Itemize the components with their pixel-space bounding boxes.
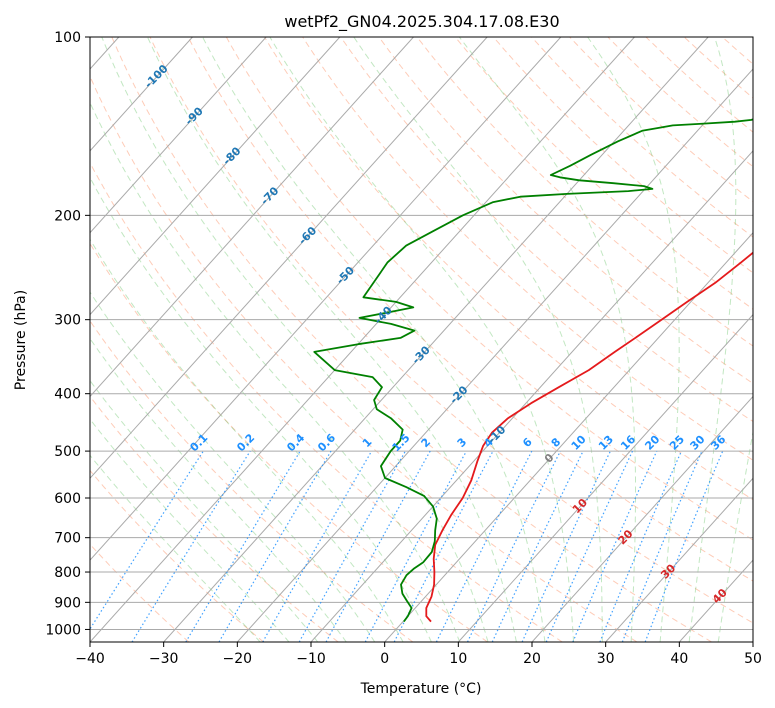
y-tick-label: 100: [54, 30, 81, 46]
mixing-ratio-line: [599, 450, 682, 642]
y-axis-label: Pressure (hPa): [13, 290, 29, 390]
x-tick-label: 40: [670, 651, 688, 667]
y-tick-label: 1000: [45, 622, 81, 638]
mixing-ratio-line: [90, 450, 204, 631]
dry-adiabat: [90, 395, 339, 642]
temperature-profile-line: [425, 251, 753, 623]
moist-adiabat: [90, 291, 376, 642]
dewpoint-profile-line: [313, 118, 753, 623]
isotherm-line: [310, 150, 753, 642]
moist-adiabat: [90, 454, 261, 642]
x-tick-label: −20: [223, 651, 253, 667]
mixing-ratio-line: [325, 450, 431, 642]
y-tick-label: 800: [54, 565, 81, 581]
x-tick-label: 50: [744, 651, 762, 667]
y-tick-label: 400: [54, 387, 81, 403]
dry-adiabat: [90, 320, 414, 642]
y-tick-label: 500: [54, 444, 81, 460]
background-lines: [90, 37, 753, 642]
dry-adiabat: [90, 75, 638, 642]
moist-adiabat: [147, 37, 517, 642]
mixing-ratio-line: [364, 450, 467, 642]
moist-adiabat: [717, 429, 753, 642]
profile-lines: [313, 118, 753, 623]
y-tick-label: 900: [54, 595, 81, 611]
moist-adiabat: [90, 379, 319, 642]
moist-adiabat: [90, 101, 461, 642]
isotherm-line: [90, 37, 488, 480]
isotherm-line: [90, 37, 341, 316]
moist-adiabat: [90, 418, 290, 642]
plot-frame: [89, 36, 754, 643]
dry-adiabat: [378, 37, 753, 384]
x-axis-label: Temperature (°C): [360, 681, 482, 697]
moist-adiabat: [101, 37, 489, 642]
isotherm-line: [90, 37, 635, 642]
y-tick-label: 600: [54, 491, 81, 507]
mixing-ratio-line: [572, 450, 658, 642]
y-tick-label: 200: [54, 208, 81, 224]
dry-adiabat: [90, 242, 488, 642]
moist-adiabat: [269, 37, 575, 642]
x-tick-label: 0: [380, 651, 389, 667]
mixing-ratio-line: [545, 450, 634, 642]
chart-title: wetPf2_GN04.2025.304.17.08.E30: [284, 12, 559, 32]
dry-adiabat: [90, 161, 563, 642]
moist-adiabat: [587, 37, 680, 642]
x-tick-label: 20: [523, 651, 541, 667]
dry-adiabat: [493, 37, 753, 274]
dry-adiabat: [264, 37, 753, 501]
dry-adiabat: [149, 37, 753, 624]
moist-adiabat: [353, 37, 603, 642]
x-axis-ticks: −40 −30 −20 −10 0 10 20 30 40 50: [75, 642, 762, 667]
isotherm-line: [90, 37, 267, 234]
isotherm-line: [457, 313, 753, 642]
moist-adiabat: [202, 37, 546, 642]
isotherm-line: [90, 37, 562, 561]
mixing-ratio-line: [435, 450, 533, 642]
x-tick-label: 10: [449, 651, 467, 667]
dry-adiabat: [340, 37, 753, 423]
isotherm-line: [90, 37, 193, 152]
dry-adiabat: [225, 37, 753, 541]
isotherm-line: [236, 68, 753, 642]
x-tick-label: 30: [597, 651, 615, 667]
isotherm-line: [163, 37, 709, 642]
y-tick-label: 300: [54, 313, 81, 329]
mixing-ratio-line: [131, 450, 251, 642]
dry-adiabat: [187, 37, 753, 582]
x-tick-label: −10: [296, 651, 326, 667]
isotherm-line: [531, 395, 753, 642]
x-tick-label: −40: [75, 651, 105, 667]
moist-adiabat: [458, 37, 636, 642]
x-tick-label: −30: [149, 651, 179, 667]
mixing-ratio-line: [621, 450, 703, 642]
mixing-ratio-line: [298, 450, 406, 642]
moist-adiabat: [90, 238, 404, 642]
y-axis-ticks: 100 200 300 400 500 600 700 800 900 1000: [45, 30, 90, 638]
moist-adiabat: [90, 337, 347, 642]
y-tick-label: 700: [54, 531, 81, 547]
dry-adiabat: [111, 37, 712, 642]
isotherm-line: [384, 231, 753, 642]
isotherm-line: [90, 37, 414, 398]
mixing-ratio-line: [644, 450, 724, 642]
dry-adiabat: [416, 37, 753, 347]
isotherm-line: [605, 477, 753, 642]
moist-adiabat: [688, 37, 737, 642]
